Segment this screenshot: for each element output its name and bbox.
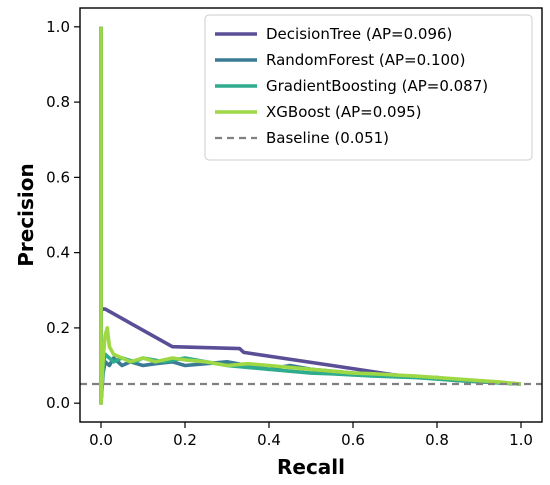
y-axis-title: Precision xyxy=(14,163,38,267)
series-line-xgboost xyxy=(99,26,522,406)
y-tick-label: 0.0 xyxy=(46,394,70,412)
legend-label: Baseline (0.051) xyxy=(266,129,389,147)
y-tick-label: 0.6 xyxy=(46,168,70,186)
y-tick-label: 0.8 xyxy=(46,93,70,111)
legend-label: RandomForest (AP=0.100) xyxy=(266,51,465,69)
axes-frame xyxy=(79,7,543,423)
y-tick-label: 1.0 xyxy=(46,18,70,36)
x-axis: 0.0 0.2 0.4 0.6 0.8 1.0 xyxy=(89,422,533,449)
plot-area xyxy=(79,7,543,423)
x-tick-label: 0.2 xyxy=(173,431,197,449)
legend-label: GradientBoosting (AP=0.087) xyxy=(266,77,488,95)
y-tick-label: 0.4 xyxy=(46,244,70,262)
x-tick-label: 1.0 xyxy=(509,431,533,449)
y-tick-label: 0.2 xyxy=(46,319,70,337)
legend-label: DecisionTree (AP=0.096) xyxy=(266,25,452,43)
x-tick-label: 0.6 xyxy=(341,431,365,449)
x-tick-label: 0.4 xyxy=(257,431,281,449)
x-axis-title: Recall xyxy=(277,455,345,479)
y-axis: 0.0 0.2 0.4 0.6 0.8 1.0 xyxy=(46,18,80,412)
x-tick-label: 0.0 xyxy=(89,431,113,449)
x-tick-label: 0.8 xyxy=(425,431,449,449)
legend-box xyxy=(204,14,533,161)
series-layer xyxy=(99,26,522,406)
legend-label: XGBoost (AP=0.095) xyxy=(266,103,422,121)
legend: DecisionTree (AP=0.096) RandomForest (AP=… xyxy=(204,14,533,161)
